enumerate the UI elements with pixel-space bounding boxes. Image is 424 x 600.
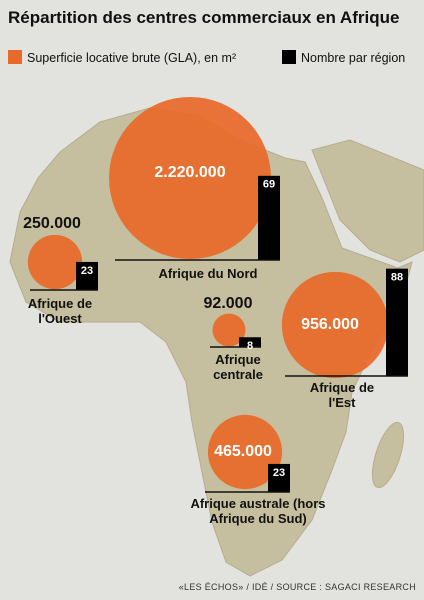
region-label: Afrique de l'Ouest bbox=[27, 296, 93, 326]
value-label: 2.220.000 bbox=[154, 164, 225, 181]
bubble bbox=[207, 414, 283, 490]
region-label: Afrique du Nord bbox=[158, 266, 258, 281]
value-label: 956.000 bbox=[301, 316, 359, 333]
chart-title: Répartition des centres commerciaux en A… bbox=[8, 8, 400, 27]
bar bbox=[386, 268, 408, 376]
region-label: Afrique australe (hors Afrique du Sud) bbox=[190, 496, 326, 526]
region-label: Afrique centrale bbox=[213, 352, 263, 382]
region-label: Afrique de l'Est bbox=[309, 380, 375, 410]
count-label: 23 bbox=[273, 467, 285, 479]
map-madagascar bbox=[371, 421, 405, 489]
legend-swatch bbox=[282, 50, 296, 64]
bubble bbox=[281, 271, 389, 379]
bubble bbox=[109, 97, 271, 259]
value-label: 250.000 bbox=[23, 215, 81, 232]
count-label: 88 bbox=[391, 272, 403, 284]
value-label: 465.000 bbox=[214, 443, 272, 460]
bar bbox=[258, 175, 280, 260]
map-africa bbox=[9, 107, 413, 577]
legend-label: Superficie locative brute (GLA), en m² bbox=[27, 51, 237, 65]
count-label: 8 bbox=[247, 340, 253, 352]
source: «LES ÉCHOS» / IDÉ / SOURCE : SAGACI RESE… bbox=[178, 582, 416, 592]
bubble bbox=[212, 313, 246, 347]
map-arabia bbox=[311, 139, 424, 263]
bar bbox=[268, 463, 290, 492]
bar bbox=[239, 337, 261, 347]
legend-label: Nombre par région bbox=[301, 51, 406, 65]
bubble bbox=[27, 234, 83, 290]
legend-item: Superficie locative brute (GLA), en m² bbox=[8, 50, 236, 65]
legend-swatch bbox=[8, 50, 22, 64]
bar bbox=[76, 261, 98, 290]
legend-item: Nombre par région bbox=[282, 50, 405, 65]
value-label: 92.000 bbox=[204, 295, 253, 312]
count-label: 23 bbox=[81, 265, 93, 277]
count-label: 69 bbox=[263, 179, 275, 191]
